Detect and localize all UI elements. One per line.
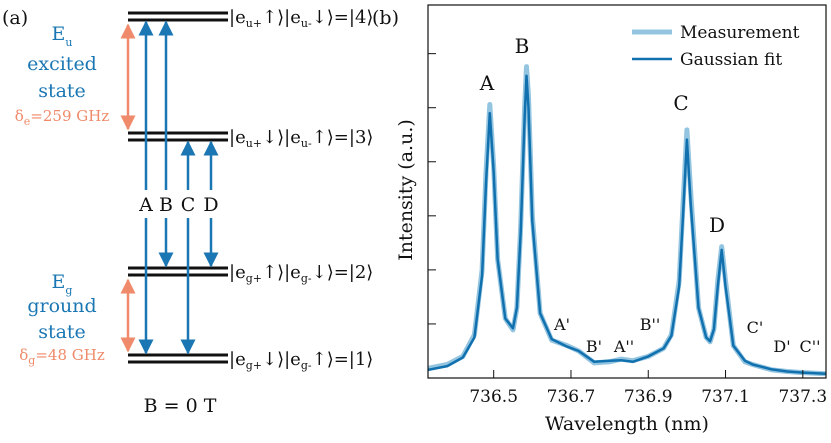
subscript: g	[65, 284, 72, 297]
transition-label: D	[203, 194, 218, 216]
peak-label: C	[673, 91, 688, 115]
panel-label: (a)	[2, 7, 28, 29]
spin: ↑	[262, 7, 277, 28]
x-axis-label: Wavelength (nm)	[545, 413, 709, 435]
peak-label: D'	[773, 337, 790, 356]
transition-label: A	[138, 194, 153, 216]
ket-part: ⟩=|2⟩	[327, 262, 374, 283]
spin: ↓	[262, 127, 277, 148]
ket-part: |e	[229, 349, 246, 370]
peak-label: B''	[640, 315, 661, 334]
ground-splitting: δg=48 GHz	[19, 346, 105, 367]
ket-subscript: u-	[301, 137, 312, 150]
peak-label: C''	[799, 337, 820, 356]
y-axis-label: Intensity (a.u.)	[395, 119, 417, 261]
state-label: |eg+↑⟩|eg-↓⟩=|2⟩	[229, 262, 373, 285]
transition-arrows	[138, 20, 219, 355]
x-tick-label: 736.9	[624, 387, 673, 407]
x-tick-label: 737.3	[778, 387, 827, 407]
ket-part: |e	[229, 7, 246, 28]
ket-part: ⟩|e	[277, 7, 301, 28]
peak-label: C'	[747, 318, 764, 337]
delta: δ	[15, 107, 24, 125]
state-labels: |eu+↑⟩|eu-↓⟩=|4⟩|eu+↓⟩|eu-↑⟩=|3⟩|eg+↑⟩|e…	[229, 7, 373, 372]
x-tick-label: 736.5	[469, 387, 518, 407]
ket-part: ⟩|e	[277, 127, 301, 148]
excited-text: state	[38, 80, 86, 102]
symbol: E	[52, 271, 66, 293]
ket-part: ⟩=|3⟩	[327, 127, 374, 148]
ket-subscript: g+	[246, 272, 262, 285]
x-tick-label: 736.7	[547, 387, 596, 407]
spin: ↑	[262, 262, 277, 283]
legend-label: Gaussian fit	[680, 50, 782, 70]
ground-text: state	[38, 321, 86, 343]
ket-part: ⟩=|4⟩	[327, 7, 374, 28]
excited-splitting: δe=259 GHz	[15, 107, 110, 128]
delta: δ	[19, 346, 28, 364]
series-line	[428, 76, 826, 374]
field-label: B = 0 T	[144, 395, 217, 417]
peak-label: B'	[586, 337, 602, 356]
spin: ↓	[262, 349, 277, 370]
spin: ↓	[312, 262, 327, 283]
plot-frame	[427, 4, 827, 379]
ground-symbol: Eg	[52, 271, 73, 297]
subscript: e	[24, 115, 31, 128]
subscript: u	[65, 36, 72, 49]
series-line	[428, 67, 826, 374]
ket-subscript: u-	[301, 17, 312, 30]
value: =48 GHz	[35, 346, 104, 364]
state-label: |eu+↓⟩|eu-↑⟩=|3⟩	[229, 127, 373, 150]
ket-part: |e	[229, 127, 246, 148]
ket-subscript: g-	[301, 359, 312, 372]
subscript: g	[28, 354, 35, 367]
ket-part: ⟩|e	[277, 349, 301, 370]
spectrum-panel: (b) Wavelength (nm) Intensity (a.u.) 736…	[372, 4, 827, 435]
state-label: |eg+↓⟩|eg-↑⟩=|1⟩	[229, 349, 373, 372]
value: =259 GHz	[30, 107, 109, 125]
ket-part: ⟩=|1⟩	[327, 349, 374, 370]
excited-text: excited	[27, 53, 97, 75]
symbol: E	[52, 23, 66, 45]
ket-subscript: u+	[246, 137, 262, 150]
levels	[128, 11, 228, 364]
ground-text: ground	[27, 295, 96, 317]
spin: ↑	[312, 127, 327, 148]
x-tick-label: 737.1	[701, 387, 750, 407]
excited-symbol: Eu	[52, 23, 73, 49]
ket-subscript: u+	[246, 17, 262, 30]
ket-subscript: g+	[246, 359, 262, 372]
state-label: |eu+↑⟩|eu-↓⟩=|4⟩	[229, 7, 373, 30]
legend-label: Measurement	[680, 23, 800, 43]
peak-label: D	[709, 213, 725, 237]
panel-label: (b)	[372, 7, 399, 29]
ket-part: |e	[229, 262, 246, 283]
transition-label: C	[181, 194, 196, 216]
peak-label: A	[479, 71, 495, 95]
peak-label: A'	[553, 315, 570, 334]
spin: ↑	[312, 349, 327, 370]
spin: ↓	[312, 7, 327, 28]
ket-part: ⟩|e	[277, 262, 301, 283]
transition-label: B	[159, 194, 173, 216]
peak-label: B	[515, 34, 530, 58]
peak-label: A''	[613, 337, 634, 356]
ket-subscript: g-	[301, 272, 312, 285]
